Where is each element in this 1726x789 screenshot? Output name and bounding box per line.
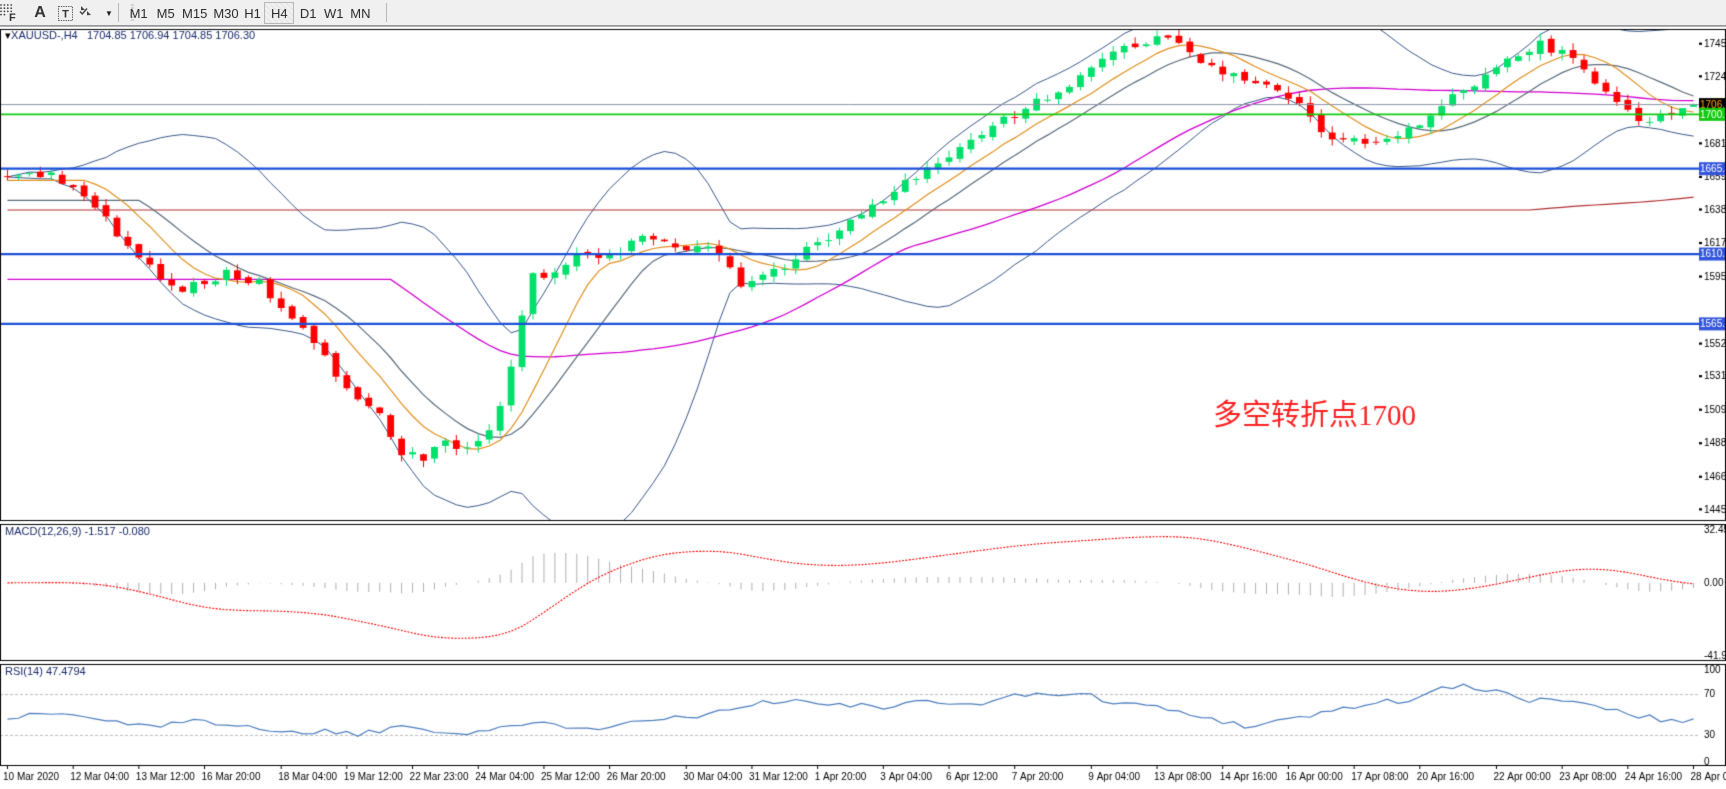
svg-text:F: F — [9, 12, 16, 22]
svg-text:T: T — [62, 8, 69, 20]
